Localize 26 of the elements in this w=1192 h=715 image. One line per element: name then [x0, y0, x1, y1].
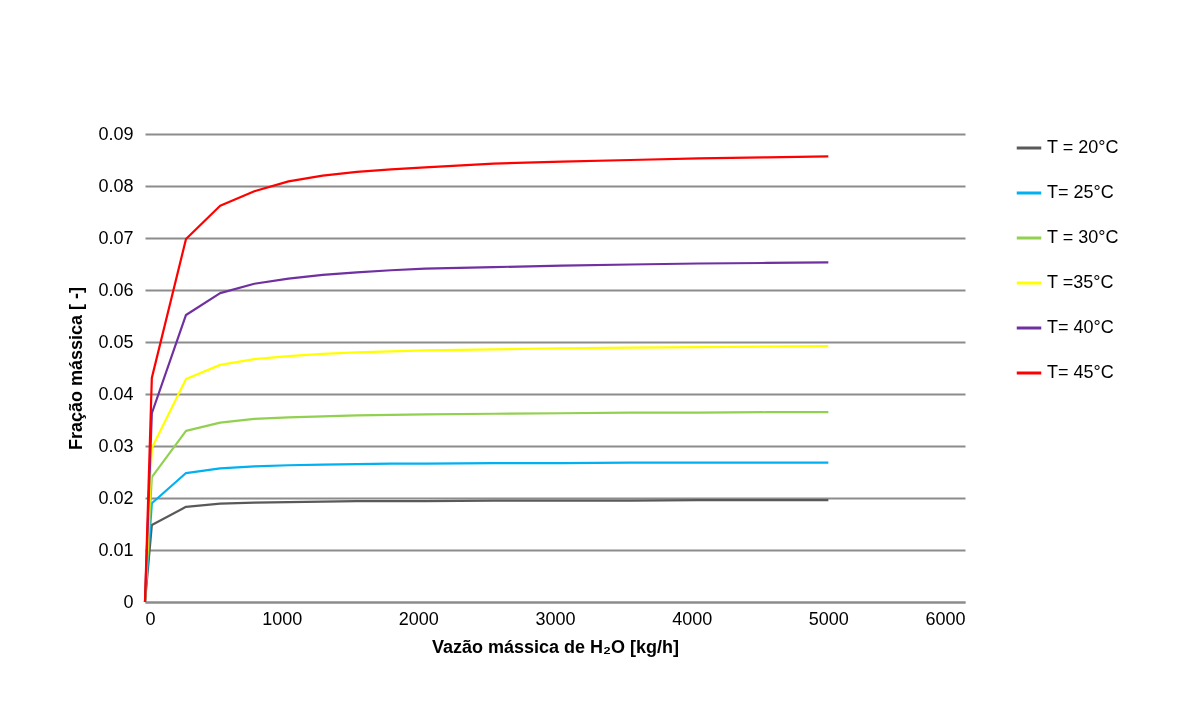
y-tick-label: 0.03	[98, 435, 134, 456]
x-tick-label: 0	[145, 608, 156, 629]
x-tick-label: 3000	[535, 608, 576, 629]
y-tick-label: 0.08	[98, 175, 134, 196]
legend-label: T = 20°C	[1047, 137, 1119, 157]
x-axis-title: Vazão mássica de H₂O [kg/h]	[431, 636, 680, 657]
line-series	[143, 155, 830, 604]
legend-label: T =35°C	[1047, 272, 1114, 292]
x-tick-label: 6000	[925, 608, 966, 629]
legend-label: T= 25°C	[1047, 182, 1114, 202]
x-tick-label: 5000	[808, 608, 849, 629]
x-tick-label: 2000	[398, 608, 439, 629]
legend-label: T= 40°C	[1047, 317, 1114, 337]
y-tick-label: 0.02	[98, 487, 134, 508]
x-tick-label: 1000	[262, 608, 303, 629]
x-tick-label: 4000	[672, 608, 713, 629]
y-axis-title: Fração mássica [ -]	[66, 286, 87, 451]
legend-label: T = 30°C	[1047, 227, 1119, 247]
y-tick-label: 0.04	[98, 383, 134, 404]
y-tick-label: 0.06	[98, 279, 134, 300]
y-tick-label: 0	[123, 591, 134, 612]
y-tick-label: 0.09	[98, 123, 134, 144]
y-tick-label: 0.01	[98, 539, 134, 560]
y-tick-label: 0.07	[98, 227, 134, 248]
legend-label: T= 45°C	[1047, 362, 1114, 382]
y-tick-label: 0.05	[98, 331, 134, 352]
